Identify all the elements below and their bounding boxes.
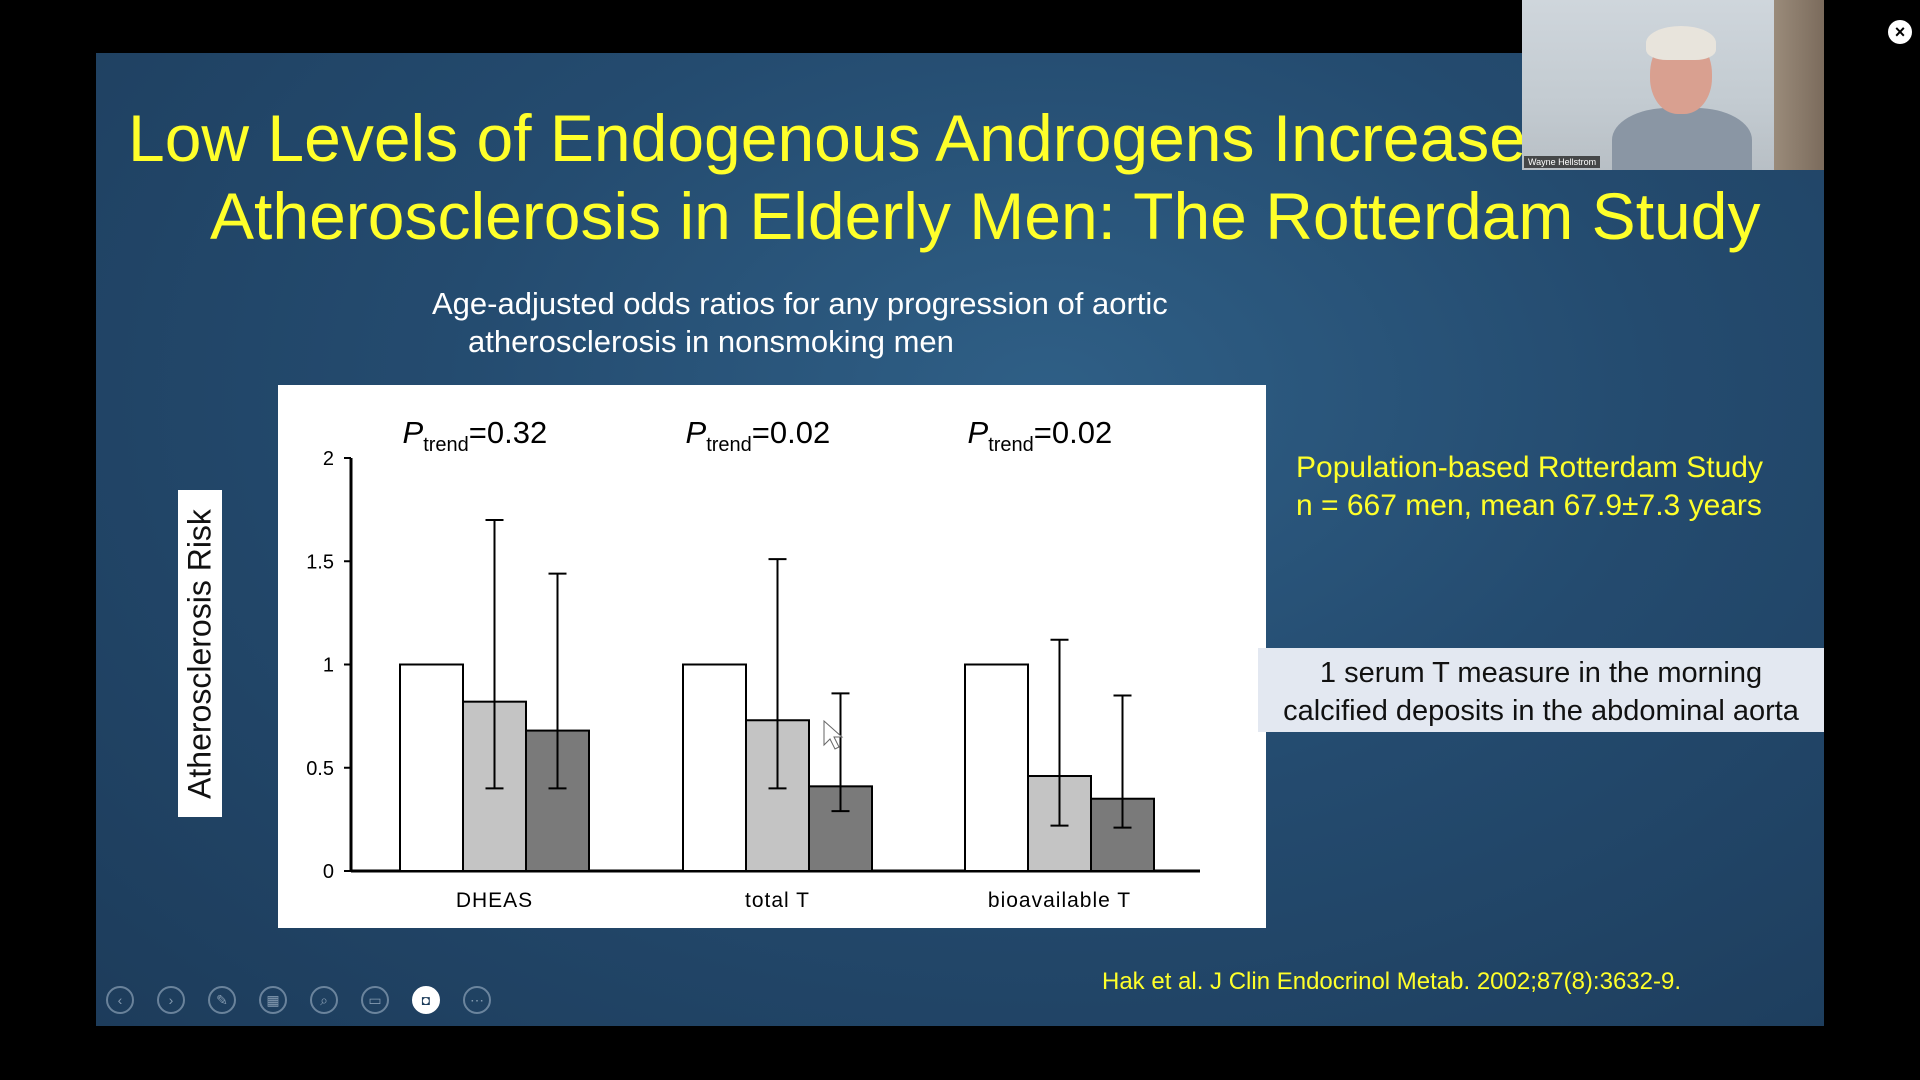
webcam-presenter-body — [1612, 108, 1752, 170]
y-axis-label-box: Atherosclerosis Risk — [178, 490, 222, 817]
bar-chart: 0 0.5 1 1.5 2 DHEAS Ptrend=0.32 total T Ptrend=0… — [278, 385, 1266, 928]
y-tick-label: 1.5 — [306, 551, 334, 573]
webcam-name-tag: Wayne Hellstrom — [1524, 156, 1601, 168]
close-icon[interactable]: × — [1888, 20, 1912, 44]
measurement-info-line-2: calcified deposits in the abdominal aort… — [1283, 695, 1799, 727]
camera-toggle-button[interactable]: ◘ — [412, 986, 440, 1014]
y-tick-label: 0 — [323, 861, 334, 883]
slide-title-line-1: Low Levels of Endogenous Androgens Incre… — [128, 101, 1563, 175]
citation: Hak et al. J Clin Endocrinol Metab. 2002… — [1102, 968, 1681, 995]
bar-chart-svg: 0 0.5 1 1.5 2 DHEAS Ptrend=0.32 total T Ptrend=0… — [306, 415, 1200, 912]
subtitles-button[interactable]: ▭ — [361, 986, 389, 1014]
mouse-cursor-icon — [823, 719, 844, 750]
p-trend-label: Ptrend=0.32 — [403, 415, 548, 456]
x-category-label: DHEAS — [456, 889, 533, 912]
presentation-slide: Low Levels of Endogenous Androgens Incre… — [96, 53, 1824, 1026]
p-trend-label: Ptrend=0.02 — [686, 415, 831, 456]
see-all-slides-button[interactable]: ▦ — [259, 986, 287, 1014]
bar-dheas-0 — [399, 663, 464, 872]
y-tick-label: 1 — [323, 655, 334, 677]
slide-title-line-2: Atherosclerosis in Elderly Men: The Rott… — [210, 179, 1761, 253]
pen-tool-button[interactable]: ✎ — [208, 986, 236, 1014]
y-tick-label: 0.5 — [306, 758, 334, 780]
next-slide-button[interactable]: › — [157, 986, 185, 1014]
bar-total-t-1 — [745, 719, 810, 872]
webcam-video[interactable]: Wayne Hellstrom — [1522, 0, 1824, 170]
webcam-background-door — [1774, 0, 1824, 170]
bar-dheas-2 — [525, 729, 590, 872]
x-category-label: bioavailable T — [988, 889, 1131, 912]
measurement-info-line-1: 1 serum T measure in the morning — [1319, 657, 1763, 689]
p-trend-label: Ptrend=0.02 — [968, 415, 1113, 456]
previous-slide-button[interactable]: ‹ — [106, 986, 134, 1014]
bar-bioavailable-t-0 — [964, 663, 1029, 872]
webcam-presenter-hair — [1646, 26, 1716, 60]
bar-total-t-0 — [682, 663, 747, 872]
y-tick-label: 2 — [323, 448, 334, 470]
x-category-label: total T — [745, 889, 810, 912]
population-info-line-1: Population-based Rotterdam Study — [1296, 451, 1763, 484]
zoom-button[interactable]: ⌕ — [310, 986, 338, 1014]
chart-subtitle-line-1: Age-adjusted odds ratios for any progres… — [432, 286, 1168, 321]
more-options-button[interactable]: ⋯ — [463, 986, 491, 1014]
population-info-line-2: n = 667 men, mean 67.9±7.3 years — [1296, 489, 1762, 522]
y-axis-label: Atherosclerosis Risk — [181, 508, 218, 799]
measurement-info-box: 1 serum T measure in the morning calcifi… — [1258, 648, 1824, 732]
chart-subtitle-line-2: atherosclerosis in nonsmoking men — [468, 324, 954, 359]
